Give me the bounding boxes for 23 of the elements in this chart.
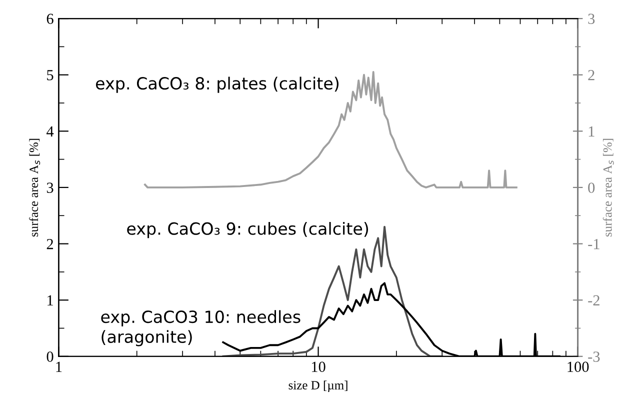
y2-tick-label: -2 <box>588 295 600 306</box>
y-tick-label: 6 <box>46 14 54 24</box>
x-tick-label: 10 <box>312 362 326 372</box>
y2-tick-label: -3 <box>588 352 600 362</box>
y-tick-label: 2 <box>46 238 54 250</box>
series-label: exp. CaCO₃ 8: plates (calcite) <box>96 76 339 93</box>
y2-tick-label: 1 <box>588 126 594 136</box>
y2-tick-label: -1 <box>588 238 600 250</box>
y2-axis-title: surface area A$_{s}$ [%] <box>602 138 614 237</box>
x-tick-label: 100 <box>568 362 589 372</box>
y-tick-label: 1 <box>48 295 53 306</box>
x-axis-title: size D [µm] <box>288 380 348 392</box>
x-tick-label: 1 <box>56 362 62 372</box>
y2-tick-label: 0 <box>588 182 595 193</box>
y-tick-label: 3 <box>46 182 54 193</box>
y-axis-title: surface area A$_{s}$ [%] <box>29 138 40 237</box>
y2-tick-label: 3 <box>588 14 595 24</box>
y-tick-label: 4 <box>46 126 54 136</box>
series-label: exp. CaCO₃ 9: cubes (calcite) <box>127 222 368 238</box>
y-tick-label: 5 <box>47 70 54 80</box>
series-label: exp. CaCO3 10: needles (aragonite) <box>101 310 300 346</box>
y2-tick-label: 2 <box>588 70 594 80</box>
y-tick-label: 0 <box>46 352 54 362</box>
